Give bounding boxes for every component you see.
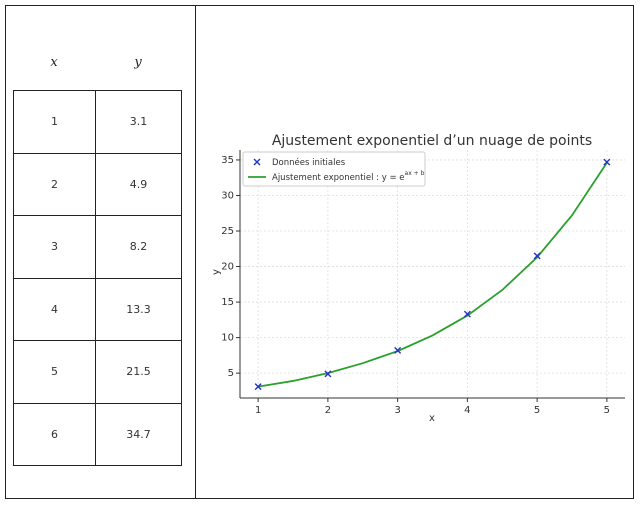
- y-tick-label: 35: [221, 155, 234, 166]
- y-tick-label: 25: [221, 226, 234, 237]
- data-point: [603, 158, 611, 166]
- y-tick-label: 30: [221, 190, 234, 201]
- table-cell: 4.9: [95, 152, 182, 216]
- table-cell: 8.2: [95, 215, 182, 279]
- legend-box: [242, 151, 426, 187]
- y-tick-label: 10: [221, 333, 234, 344]
- cell-divider: [195, 5, 196, 499]
- y-axis-label: y: [211, 269, 222, 275]
- table-row: 1 3.1: [13, 90, 182, 154]
- x-tick-label: 1: [255, 405, 261, 416]
- legend-label: Données initiales: [272, 157, 346, 168]
- column-header: y: [134, 55, 142, 70]
- x-tick-label: 5: [534, 405, 540, 416]
- data-point: [463, 310, 471, 318]
- fit-line: [257, 162, 608, 388]
- legend-label: Ajustement exponentiel : y = eax + b: [272, 170, 425, 183]
- x-tick-label: 3: [394, 405, 400, 416]
- legend-text: Ajustement exponentiel : y = e: [272, 173, 405, 183]
- x-tick-label: 5: [604, 405, 610, 416]
- table-cell: 13.3: [95, 277, 182, 341]
- x-axis-label: x: [429, 413, 435, 424]
- table-cell: 34.7: [95, 402, 182, 466]
- data-table: 1 3.1 2 4.9 3 8.2 4 13.3 5 21.5 6 34.7: [13, 90, 182, 466]
- legend-superscript: ax + b: [405, 170, 425, 177]
- data-point: [533, 252, 541, 260]
- y-tick-label: 5: [228, 368, 234, 379]
- data-point: [324, 370, 332, 378]
- y-tick-label: 20: [221, 262, 234, 273]
- table-row: 4 13.3: [13, 277, 182, 341]
- column-header: x: [50, 55, 58, 70]
- legend-marker: [253, 158, 261, 166]
- legend-text: Données initiales: [272, 157, 346, 168]
- table-cell: 4: [13, 277, 96, 341]
- table-row: 6 34.7: [13, 402, 182, 466]
- x-tick-label: 4: [464, 405, 470, 416]
- data-point: [254, 383, 262, 391]
- chart-title: Ajustement exponentiel d’un nuage de poi…: [272, 133, 592, 149]
- table-cell: 6: [13, 402, 96, 466]
- data-point: [394, 346, 402, 354]
- table-cell: 1: [13, 90, 96, 154]
- table-cell: 3.1: [95, 90, 182, 154]
- x-tick-label: 2: [325, 405, 331, 416]
- y-tick-label: 15: [221, 297, 234, 308]
- outer-frame: [5, 5, 634, 499]
